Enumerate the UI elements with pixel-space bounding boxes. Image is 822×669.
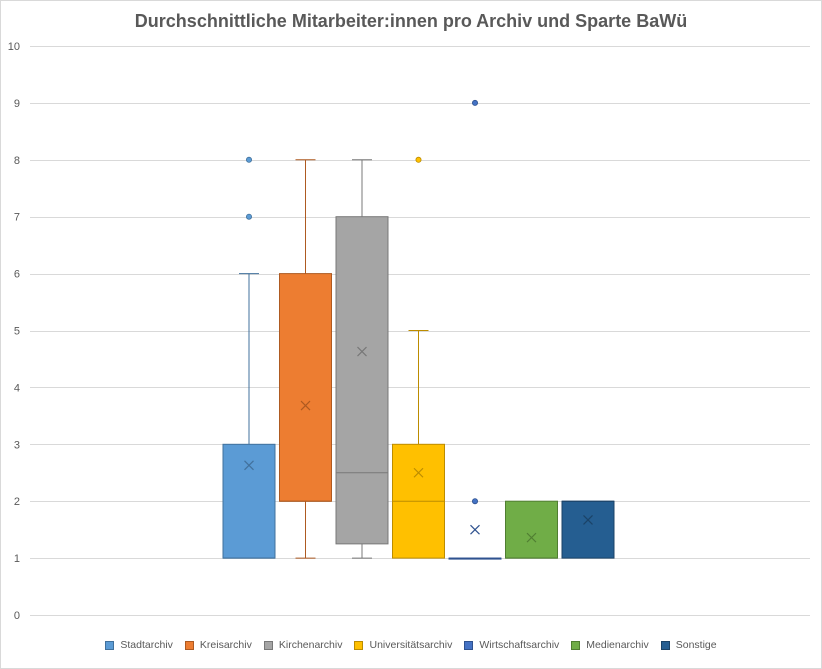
- box-stadtarchiv: [222, 443, 276, 559]
- outlier-point: [245, 213, 252, 220]
- legend-label: Kirchenarchiv: [278, 639, 343, 651]
- box-group-kreisarchiv: [279, 159, 332, 559]
- legend-label: Medienarchiv: [586, 639, 649, 651]
- y-tick-label: 8: [14, 155, 20, 167]
- legend-label: Sonstige: [675, 639, 717, 651]
- y-tick-label: 6: [14, 269, 20, 281]
- mean-marker: [470, 524, 480, 535]
- y-tick-label: 7: [14, 212, 20, 224]
- y-tick-label: 10: [8, 41, 20, 53]
- mean-marker: [244, 460, 254, 471]
- legend-item-wirtschaftsarchiv: Wirtschaftsarchiv: [464, 639, 559, 651]
- y-tick-label: 1: [14, 553, 20, 565]
- box-group-kirchenarchiv: [335, 159, 389, 559]
- legend-label: Wirtschaftsarchiv: [479, 639, 560, 651]
- box-group-wirtschaftsarchiv: [448, 99, 502, 560]
- box-group-universitaetsarchiv: [392, 156, 445, 559]
- outlier-point: [471, 498, 478, 505]
- legend-label: Universitätsarchiv: [369, 639, 453, 651]
- chart-title: Durchschnittliche Mitarbeiter:innen pro …: [134, 11, 688, 31]
- box-group-stadtarchiv: [222, 156, 276, 559]
- mean-marker: [300, 400, 311, 411]
- mean-marker: [357, 346, 367, 357]
- box-group-medienarchiv: [505, 500, 558, 559]
- outlier-point: [415, 156, 422, 163]
- mean-marker: [413, 467, 424, 478]
- legend-item-sonstige: Sonstige: [660, 639, 717, 651]
- box-sonstige: [561, 500, 615, 559]
- gridlines: [30, 46, 810, 616]
- y-tick-label: 3: [14, 439, 20, 451]
- legend-swatch: [354, 640, 364, 650]
- y-tick-label: 2: [14, 496, 20, 508]
- mean-marker: [526, 532, 537, 543]
- y-tick-label: 5: [14, 326, 20, 338]
- legend-swatch: [660, 640, 670, 650]
- outlier-point: [245, 156, 252, 163]
- legend-item-stadtarchiv: Stadtarchiv: [105, 639, 173, 651]
- legend-item-kirchenarchiv: Kirchenarchiv: [263, 639, 343, 651]
- legend-item-universitaetsarchiv: Universitätsarchiv: [354, 639, 452, 651]
- legend: Stadtarchiv Kreisarchiv Kirchenarchiv Un…: [0, 637, 822, 653]
- y-tick-label: 4: [14, 382, 20, 394]
- box-group-sonstige: [561, 500, 615, 559]
- y-tick-label: 9: [14, 98, 20, 110]
- legend-swatch: [105, 640, 115, 650]
- legend-swatch: [571, 640, 581, 650]
- legend-swatch: [464, 640, 474, 650]
- y-tick-label: 0: [14, 610, 20, 622]
- legend-swatch: [263, 640, 273, 650]
- outlier-point: [471, 99, 478, 106]
- y-axis-tick-labels: 0 1 2 3 4 5 6 7 8 9 10: [8, 41, 20, 622]
- legend-label: Stadtarchiv: [120, 639, 173, 651]
- legend-item-medienarchiv: Medienarchiv: [571, 639, 649, 651]
- legend-label: Kreisarchiv: [199, 639, 252, 651]
- box-medienarchiv: [505, 500, 558, 559]
- box-series: [222, 99, 615, 560]
- legend-swatch: [184, 640, 194, 650]
- mean-marker: [583, 515, 593, 525]
- legend-item-kreisarchiv: Kreisarchiv: [184, 639, 252, 651]
- box-kirchenarchiv: [335, 216, 389, 545]
- box-kreisarchiv: [279, 273, 332, 502]
